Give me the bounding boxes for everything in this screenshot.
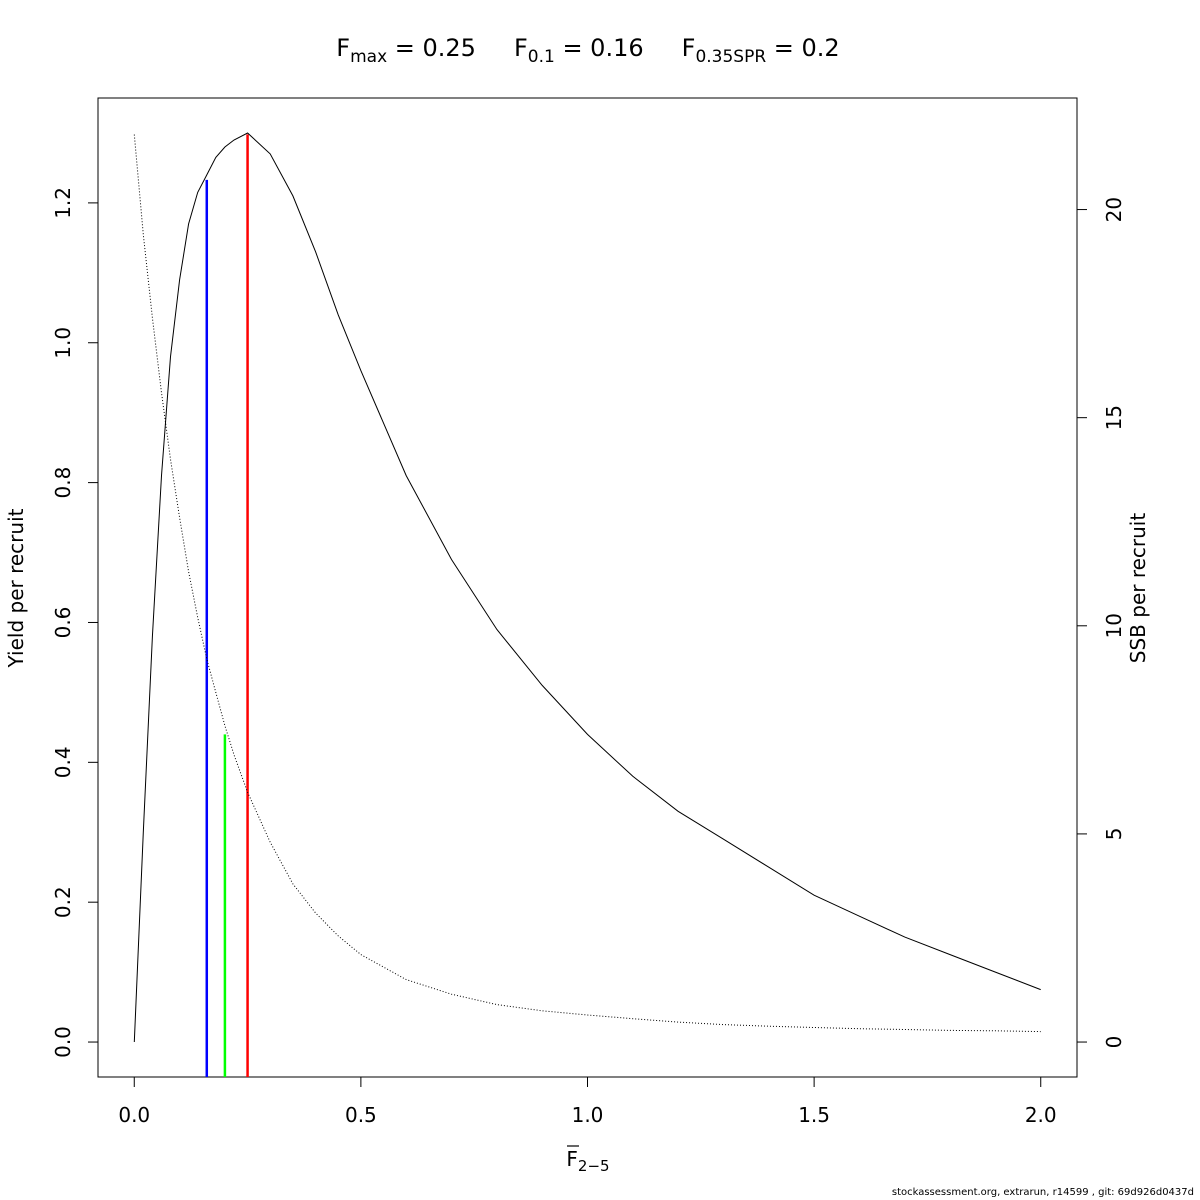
x-axis: 0.0 0.5 1.0 1.5 2.0 bbox=[118, 1077, 1057, 1127]
title-part: Fmax = 0.25 bbox=[336, 34, 476, 67]
title-part: F0.35SPR = 0.2 bbox=[682, 34, 840, 67]
y-right-tick-label: 15 bbox=[1102, 405, 1126, 430]
x-tick-label: 1.0 bbox=[572, 1103, 604, 1127]
x-axis-label: F2−5 bbox=[566, 1145, 610, 1175]
y-right-tick-label: 10 bbox=[1102, 613, 1126, 638]
yield-per-recruit-line bbox=[133, 132, 1041, 1043]
title-part: F0.1 = 0.16 bbox=[514, 34, 644, 67]
reference-lines bbox=[205, 134, 249, 1077]
plot-frame bbox=[97, 97, 1078, 1078]
y-left-tick-label: 0.8 bbox=[51, 467, 75, 499]
y-right-axis-label: SSB per recruit bbox=[1126, 513, 1150, 664]
y-left-axis: 0.0 0.2 0.4 0.6 0.8 1.0 1.2 bbox=[51, 187, 98, 1058]
series-layer bbox=[133, 132, 1041, 1043]
ssb-per-recruit-line bbox=[133, 134, 1041, 1033]
x-tick-label: 0.0 bbox=[118, 1103, 150, 1127]
y-left-tick-label: 0.4 bbox=[51, 746, 75, 778]
x-label-text: F2−5 bbox=[566, 1147, 609, 1175]
chart-title: Fmax = 0.25 F0.1 = 0.16 F0.35SPR = 0.2 bbox=[336, 34, 839, 67]
y-right-tick-label: 20 bbox=[1102, 197, 1126, 222]
footer-credit: stockassessment.org, extrarun, r14599 , … bbox=[891, 1187, 1194, 1198]
x-tick-label: 0.5 bbox=[345, 1103, 377, 1127]
y-left-axis-label: Yield per recruit bbox=[4, 508, 28, 668]
y-right-tick-label: 5 bbox=[1102, 828, 1126, 841]
y-left-tick-label: 0.6 bbox=[51, 607, 75, 639]
y-left-tick-label: 1.2 bbox=[51, 187, 75, 219]
x-tick-label: 1.5 bbox=[798, 1103, 830, 1127]
x-tick-label: 2.0 bbox=[1025, 1103, 1057, 1127]
y-right-axis: 0 5 10 15 20 bbox=[1077, 197, 1126, 1048]
y-left-tick-label: 1.0 bbox=[51, 327, 75, 359]
y-left-tick-label: 0.0 bbox=[51, 1026, 75, 1058]
y-left-tick-label: 0.2 bbox=[51, 886, 75, 918]
y-right-tick-label: 0 bbox=[1102, 1036, 1126, 1049]
